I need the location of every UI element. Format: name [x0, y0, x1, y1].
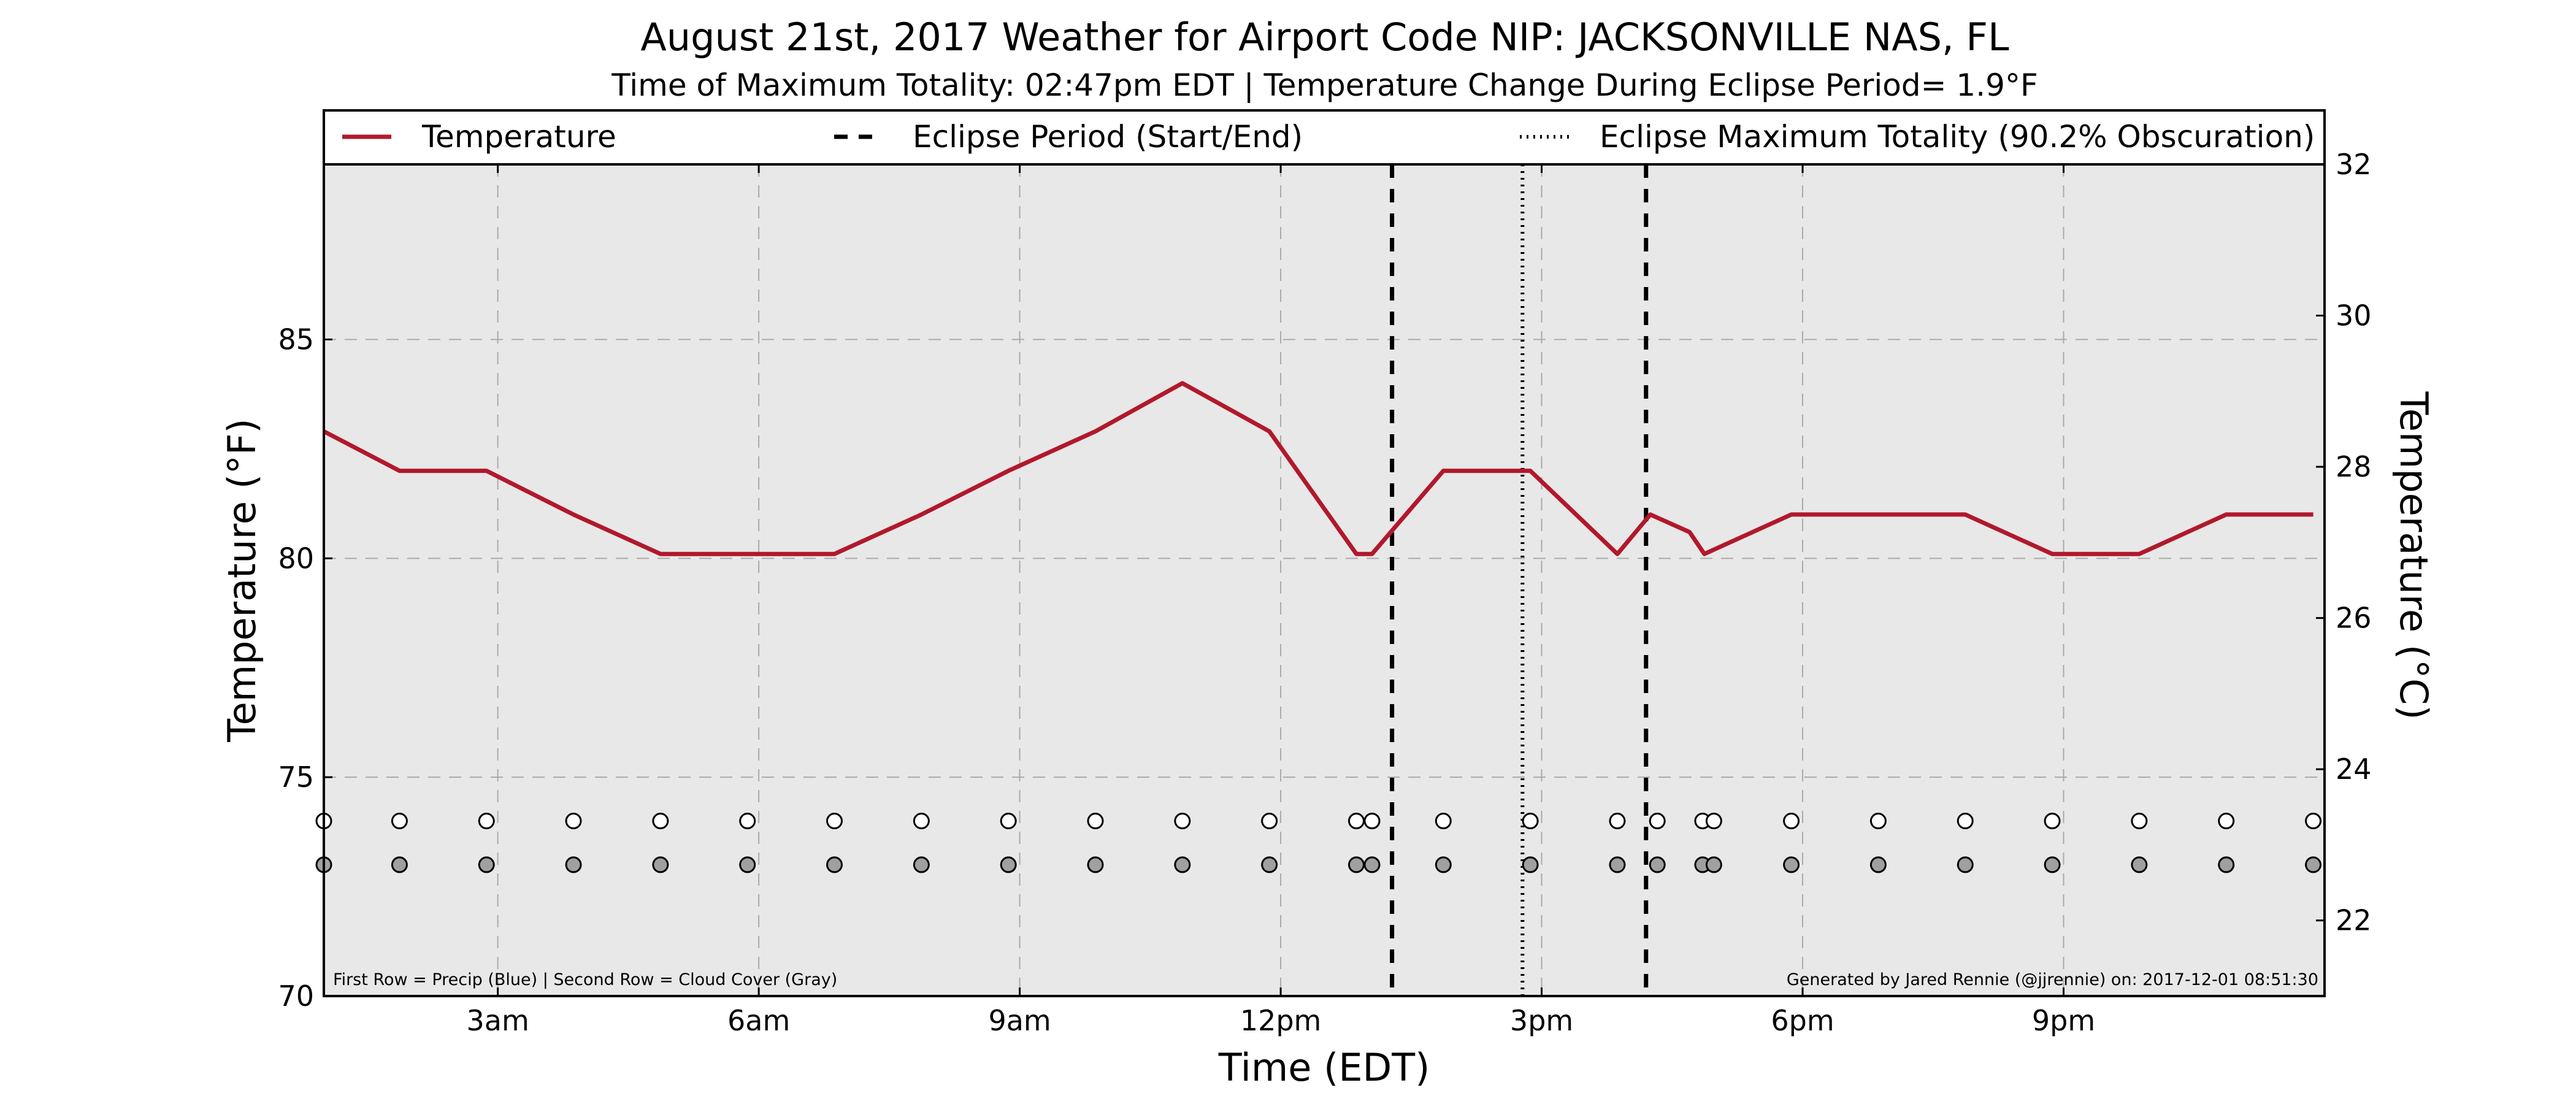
- y-axis-ticks: 70 75 80 85: [278, 323, 332, 1013]
- cloud-cover-marker: [1705, 856, 1722, 873]
- cloud-cover-marker: [1869, 856, 1887, 873]
- cloud-cover-marker: [391, 856, 408, 873]
- y-tick-label: 70: [278, 979, 314, 1013]
- cloud-cover-marker: [1783, 856, 1800, 873]
- y-axis-label: Temperature (°F): [220, 418, 264, 742]
- chart-title: August 21st, 2017 Weather for Airport Co…: [640, 15, 2009, 59]
- cloud-cover-marker: [1000, 856, 1017, 873]
- cloud-cover-marker: [478, 856, 495, 873]
- cloud-cover-marker: [1087, 856, 1104, 873]
- cloud-cover-marker: [913, 856, 930, 873]
- cloud-cover-marker: [2131, 856, 2148, 873]
- legend-eclipse-max-label: Eclipse Maximum Totality (90.2% Obscurat…: [1600, 119, 2315, 155]
- x-tick-label: 6pm: [1771, 1004, 1834, 1037]
- y-tick-label: 75: [278, 761, 314, 794]
- precip-marker: [1609, 813, 1626, 830]
- x-tick-label: 3am: [467, 1004, 529, 1037]
- precip-marker: [2305, 813, 2322, 830]
- precip-marker: [1363, 813, 1381, 830]
- cloud-cover-marker: [565, 856, 582, 873]
- precip-marker: [2218, 813, 2235, 830]
- y-axis-right-ticks: 22 24 26 28 30 32: [2316, 148, 2372, 937]
- cloud-cover-marker: [1347, 856, 1365, 873]
- precip-marker: [2044, 813, 2061, 830]
- precip-marker: [1000, 813, 1017, 830]
- cloud-cover-marker: [1261, 856, 1278, 873]
- note-left: First Row = Precip (Blue) | Second Row =…: [333, 970, 837, 989]
- grid: [324, 164, 2325, 996]
- cloud-cover-marker: [1609, 856, 1626, 873]
- marker-rows: [315, 813, 2322, 873]
- precip-marker: [1435, 813, 1452, 830]
- y-right-tick-label: 24: [2336, 753, 2372, 786]
- precip-marker: [1087, 813, 1104, 830]
- precip-marker: [1174, 813, 1191, 830]
- cloud-cover-marker: [2044, 856, 2061, 873]
- x-tick-label: 6am: [727, 1004, 790, 1037]
- temperature-series-line: [323, 381, 2313, 556]
- cloud-cover-marker: [1435, 856, 1452, 873]
- cloud-cover-marker: [652, 856, 669, 873]
- precip-marker: [1957, 813, 1974, 830]
- y-right-tick-label: 28: [2336, 450, 2372, 483]
- legend-box: [323, 109, 2326, 166]
- legend-eclipse-period-label: Eclipse Period (Start/End): [913, 119, 1303, 155]
- series-group: [323, 381, 2313, 556]
- cloud-cover-marker: [1649, 856, 1666, 873]
- x-axis-label: Time (EDT): [1218, 1045, 1430, 1090]
- legend: Temperature Eclipse Period (Start/End) E…: [323, 109, 2326, 166]
- x-tick-label: 12pm: [1240, 1004, 1322, 1037]
- x-tick-label: 3pm: [1510, 1004, 1573, 1037]
- y-right-tick-label: 30: [2336, 299, 2372, 332]
- cloud-cover-marker: [2218, 856, 2235, 873]
- y-tick-label: 80: [278, 542, 314, 575]
- chart-subtitle: Time of Maximum Totality: 02:47pm EDT | …: [611, 67, 2037, 103]
- precip-marker: [391, 813, 408, 830]
- precip-marker: [1261, 813, 1278, 830]
- plot-area: [324, 164, 2325, 996]
- x-tick-label: 9pm: [2032, 1004, 2095, 1037]
- y-axis-right-label: Temperature (°C): [2391, 391, 2436, 719]
- cloud-cover-marker: [1363, 856, 1381, 873]
- precip-marker: [565, 813, 582, 830]
- cloud-cover-marker: [739, 856, 756, 873]
- x-axis-ticks: 3am 6am 9am 12pm 3pm 6pm 9pm: [467, 164, 2095, 1037]
- precip-marker: [1869, 813, 1887, 830]
- note-right: Generated by Jared Rennie (@jjrennie) on…: [1787, 970, 2318, 989]
- y-right-tick-label: 22: [2336, 904, 2372, 937]
- y-right-tick-label: 32: [2336, 148, 2372, 181]
- y-tick-label: 85: [278, 323, 314, 356]
- precip-marker: [652, 813, 669, 830]
- x-tick-label: 9am: [988, 1004, 1051, 1037]
- precip-marker: [2131, 813, 2148, 830]
- cloud-cover-marker: [1174, 856, 1191, 873]
- precip-marker: [1347, 813, 1365, 830]
- precip-marker: [1522, 813, 1539, 830]
- precip-marker: [478, 813, 495, 830]
- cloud-cover-marker: [1957, 856, 1974, 873]
- eclipse-lines: [1390, 164, 1649, 996]
- precip-marker: [1649, 813, 1666, 830]
- precip-marker: [913, 813, 930, 830]
- precip-marker: [1705, 813, 1722, 830]
- precip-marker: [1783, 813, 1800, 830]
- cloud-cover-marker: [2305, 856, 2322, 873]
- precip-marker: [826, 813, 843, 830]
- cloud-cover-marker: [1522, 856, 1539, 873]
- cloud-cover-marker: [826, 856, 843, 873]
- precip-marker: [739, 813, 756, 830]
- y-right-tick-label: 26: [2336, 602, 2372, 635]
- legend-temperature-label: Temperature: [421, 119, 616, 155]
